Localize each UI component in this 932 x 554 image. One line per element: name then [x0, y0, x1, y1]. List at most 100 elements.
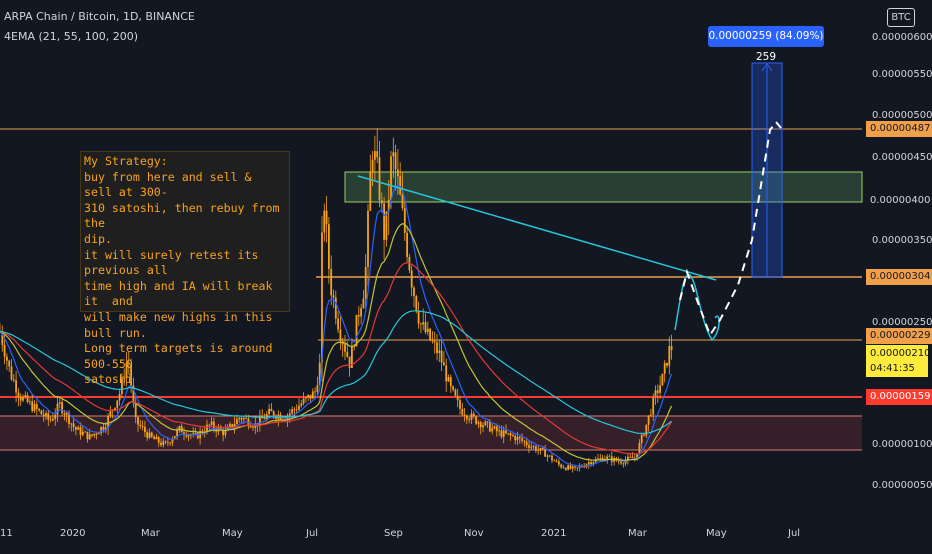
candle-body [81, 431, 84, 435]
candle-body [210, 421, 213, 425]
current-price-box: 0.00000210 04:41:35 [866, 345, 930, 377]
candle-body [291, 409, 293, 414]
candle-body [77, 427, 80, 430]
candle-body [194, 432, 197, 434]
candle-body [29, 401, 31, 403]
y-tick: 0.00000550 [872, 69, 932, 80]
x-tick: Jul [306, 528, 319, 539]
candle-body [1, 331, 4, 345]
currency-badge[interactable]: BTC [887, 8, 915, 27]
candle-body [196, 433, 199, 439]
price-tag-159: 0.00000159 [866, 389, 932, 405]
candle-body [70, 423, 73, 425]
x-tick: 2020 [60, 528, 86, 539]
candle-body [213, 421, 215, 429]
chart-title: ARPA Chain / Bitcoin, 1D, BINANCE [4, 10, 195, 23]
candle-body [564, 467, 567, 470]
candle-body [307, 394, 310, 398]
candle-body [624, 460, 627, 464]
candle-body [357, 315, 360, 317]
candle-body [272, 411, 275, 417]
candle-body [104, 427, 107, 430]
candle-body [160, 442, 162, 446]
x-tick: May [222, 528, 243, 539]
candle-body [35, 404, 38, 410]
candle-body [521, 438, 523, 441]
candle-body [295, 409, 298, 411]
candle-body [224, 430, 227, 436]
candle-body [300, 403, 303, 406]
candle-body [440, 350, 443, 363]
candle-body [498, 430, 500, 432]
candle-body [238, 417, 241, 420]
candle-body [245, 418, 247, 419]
green-zone [344, 171, 863, 203]
candle-body [259, 416, 261, 426]
candle-body [380, 200, 383, 204]
candle-body [318, 362, 321, 386]
candle-body [252, 427, 254, 429]
candle-body [26, 395, 29, 403]
candle-body [298, 405, 300, 410]
candle-body [449, 377, 452, 387]
candle-body [208, 424, 211, 426]
candle-body [344, 344, 346, 352]
candle-body [429, 328, 431, 340]
candle-body [397, 169, 399, 177]
candle-body [606, 456, 609, 460]
candle-body [592, 462, 595, 465]
ema100-line [0, 262, 673, 455]
trendline[interactable] [357, 175, 717, 281]
candle-body [249, 426, 252, 428]
candle-body [178, 426, 181, 431]
candle-body [137, 416, 139, 425]
candle-body [652, 396, 655, 415]
candle-body [415, 295, 418, 311]
projection-dashed[interactable] [679, 120, 782, 338]
candle-body [468, 419, 471, 421]
candle-body [433, 341, 436, 343]
candle-body [629, 456, 632, 458]
candle-body [176, 430, 178, 437]
candle-body [489, 422, 491, 432]
candle-body [79, 427, 82, 435]
candle-body [169, 442, 172, 444]
candle-body [65, 413, 68, 415]
candle-body [311, 391, 314, 399]
candle-body [49, 419, 52, 421]
candle-body [443, 362, 445, 366]
x-tick: Sep [384, 528, 403, 539]
candle-body [116, 400, 119, 408]
candle-body [206, 424, 208, 433]
candle-body [148, 432, 151, 438]
candle-body [33, 404, 36, 411]
y-tick: 0.00000350 [872, 235, 932, 246]
candle-body [647, 415, 650, 425]
candle-body [410, 270, 413, 288]
candle-body [88, 434, 91, 440]
candle-body [45, 413, 47, 417]
candle-body [587, 462, 590, 465]
candle-body [528, 445, 530, 448]
candle-body [226, 426, 229, 431]
candle-body [502, 430, 505, 437]
candle-body [155, 437, 158, 440]
candle-body [438, 350, 441, 354]
candle-body [385, 211, 388, 240]
x-tick: Nov [464, 528, 484, 539]
candle-body [95, 433, 98, 435]
ema-lines [0, 184, 673, 467]
candle-body [530, 446, 533, 448]
candle-body [17, 392, 20, 398]
candle-body [141, 426, 144, 427]
candle-body [654, 390, 657, 397]
candle-body [162, 441, 165, 446]
candle-body [574, 466, 576, 468]
candle-body [86, 431, 89, 440]
candle-body [229, 424, 231, 427]
candle-body [447, 377, 450, 382]
candle-body [484, 421, 487, 426]
candle-body [314, 391, 316, 393]
